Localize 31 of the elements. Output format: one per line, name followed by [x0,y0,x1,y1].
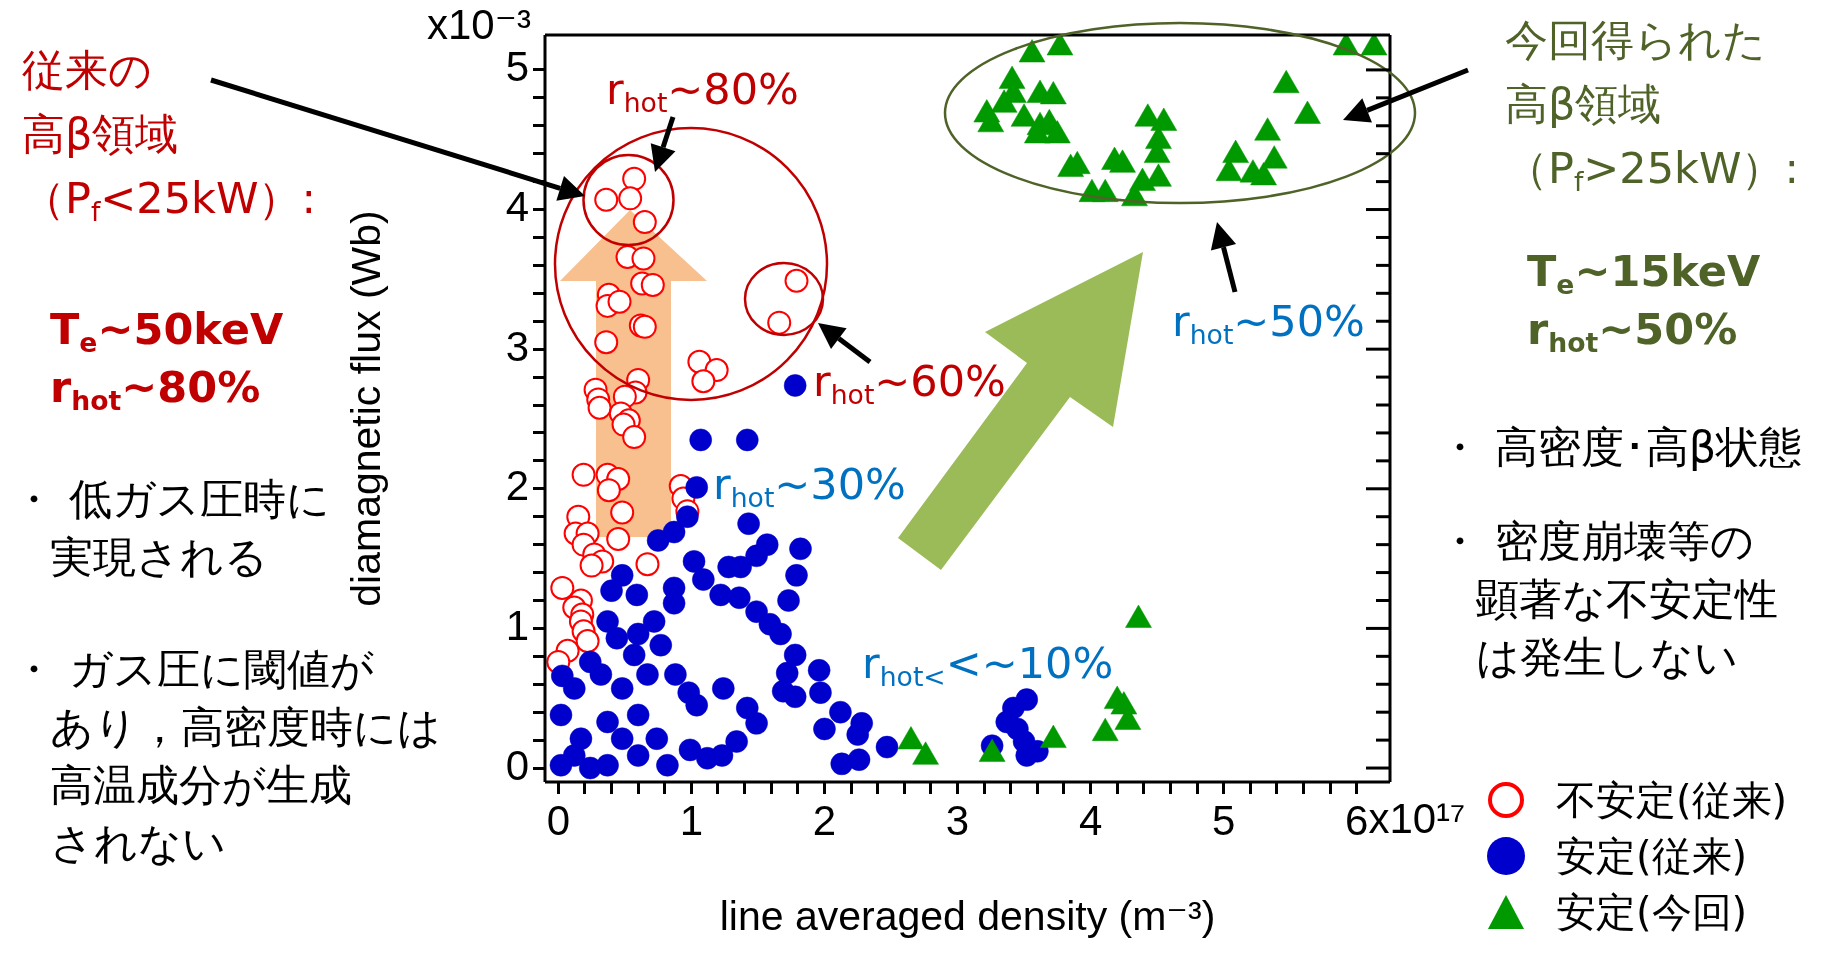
text: ・ 高密度･高β状態 [1438,421,1803,474]
x-tick-label: 4 [1078,796,1103,844]
legend-label: 安定(従来) [1556,831,1748,881]
x-tick-label: 2 [812,796,837,844]
annotation: r$_{hot}$~30% [713,458,906,513]
x-tick-label: 6 [1345,796,1369,844]
annotation: r$_{hot}$~50% [1172,295,1365,350]
x-axis-title: line averaged density (m⁻³) [719,892,1216,939]
y-tick-label: 2 [505,462,529,510]
y-tick-label: 4 [505,183,529,231]
y-tick-label: 3 [505,322,529,370]
text: ・ 低ガス圧時に実現される [12,473,330,584]
y-tick-label: 0 [505,741,529,789]
x-tick-label: 1 [679,796,704,844]
x-tick-label: 0 [546,796,570,844]
text: x10¹⁷ [1368,794,1466,844]
text: 従来の高β領域（P$_{f}$<25kW）: [22,44,316,229]
legend-label: 安定(今回) [1556,887,1748,937]
text: ・ 密度崩壊等の顕著な不安定性は発生しない [1438,515,1778,684]
x-tick-label: 5 [1211,796,1236,844]
text: T$_{e}$~15keV r$_{hot}$~50% [1527,245,1761,358]
legend-label: 不安定(従来) [1556,775,1788,825]
text: T$_{e}$~50keV r$_{hot}$~80% [50,303,284,416]
text: 今回得られた高β領域（P$_{f}$>25kW）: [1505,14,1799,199]
y-tick-label: 1 [505,601,529,649]
annotation: r$_{hot<}$<~10% [862,637,1114,692]
text: ・ ガス圧に閾値があり，高密度時には高温成分が生成されない [12,643,441,870]
annotation: r$_{hot}$~80% [606,63,799,118]
y-axis-title: diamagnetic flux (Wb) [342,210,389,607]
x-tick-label: 3 [945,796,970,844]
annotation: r$_{hot}$~60% [813,355,1006,410]
